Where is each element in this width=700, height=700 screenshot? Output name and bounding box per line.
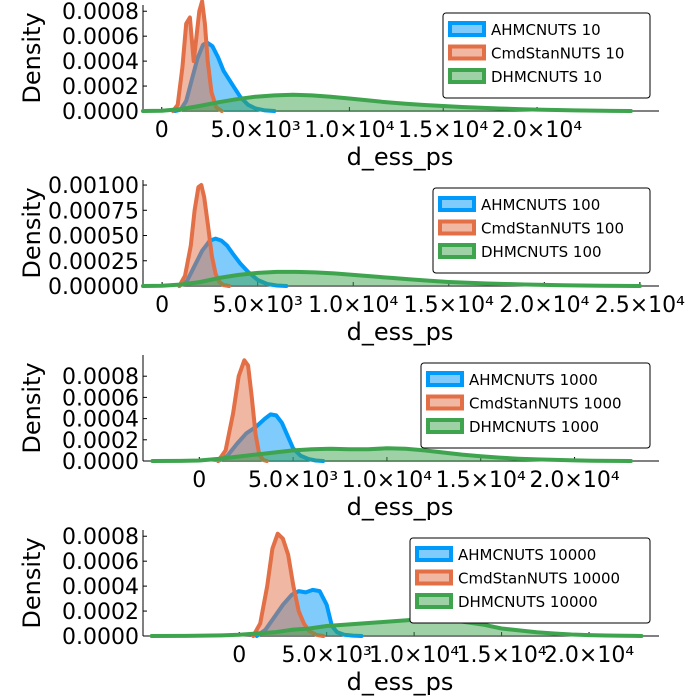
x-tick-label: 5.0×10³ <box>282 643 372 668</box>
density-line-dhmc <box>141 269 642 288</box>
legend-swatch-dhmc <box>448 68 486 84</box>
x-tick-label: 1.0×10⁴ <box>308 293 398 318</box>
x-axis-label: d_ess_ps <box>347 143 454 171</box>
legend-label-ahmc: AHMCNUTS 1000 <box>469 371 598 389</box>
x-tick-label: 2.0×10⁴ <box>492 118 582 143</box>
y-tick-label: 0.0008 <box>62 525 139 550</box>
legend-label-cmdstan: CmdStanNUTS 100 <box>481 220 624 238</box>
legend-box <box>409 537 651 624</box>
y-tick-label: 0.0004 <box>62 50 139 75</box>
legend: AHMCNUTS 1000 CmdStanNUTS 1000 DHMCNUTS 10… <box>420 362 651 449</box>
x-axis-label: d_ess_ps <box>347 493 454 521</box>
legend-swatch-cmdstan <box>448 44 486 61</box>
y-tick-label: 0.0006 <box>62 386 139 411</box>
y-tick-label: 0.0000 <box>62 625 139 650</box>
legend-box <box>442 12 651 99</box>
legend-swatch-ahmc <box>415 546 453 562</box>
y-axis-label: Density <box>18 12 46 103</box>
legend-label-cmdstan: CmdStanNUTS 1000 <box>469 395 622 413</box>
legend-swatch-dhmc <box>426 418 464 434</box>
x-tick-label: 0 <box>155 118 169 143</box>
x-tick-label: 1.0×10⁴ <box>342 468 432 493</box>
legend-label-dhmc: DHMCNUTS 10000 <box>458 593 598 611</box>
x-axis-label: d_ess_ps <box>347 318 454 346</box>
x-tick-label: 1.5×10⁴ <box>404 293 494 318</box>
legend-label-dhmc: DHMCNUTS 100 <box>481 243 602 261</box>
legend-swatch-dhmc <box>438 243 476 259</box>
density-area-cmdstan <box>253 533 324 636</box>
legend-box <box>420 362 651 449</box>
y-tick-label: 0.0000 <box>62 450 139 475</box>
x-tick-label: 0 <box>155 293 169 318</box>
x-tick-label: 5.0×10³ <box>210 118 300 143</box>
legend-swatch-ahmc <box>426 371 464 387</box>
legend-label-cmdstan: CmdStanNUTS 10 <box>491 45 624 63</box>
x-tick-label: 0 <box>192 468 206 493</box>
y-tick-label: 0.0002 <box>62 429 139 454</box>
density-line-dhmc <box>150 446 633 463</box>
y-tick-label: 0.00050 <box>48 225 139 250</box>
legend-label-ahmc: AHMCNUTS 10 <box>491 21 601 39</box>
density-area-dhmc <box>152 448 631 461</box>
x-tick-label: 1.0×10⁴ <box>304 118 394 143</box>
y-axis-label: Density <box>18 187 46 278</box>
legend: AHMCNUTS 10000 CmdStanNUTS 10000 DHMCNUTS … <box>409 537 651 624</box>
y-tick-label: 0.00075 <box>48 199 139 224</box>
x-tick-label: 2.0×10⁴ <box>529 468 619 493</box>
legend-label-ahmc: AHMCNUTS 10000 <box>458 546 596 564</box>
y-tick-label: 0.0006 <box>62 550 139 575</box>
legend-swatch-dhmc <box>415 593 453 609</box>
legend: AHMCNUTS 10 CmdStanNUTS 10 DHMCNUTS 10 <box>442 12 651 99</box>
x-tick-label: 0 <box>232 643 246 668</box>
x-tick-label: 5.0×10³ <box>248 468 338 493</box>
y-tick-label: 0.0004 <box>62 575 139 600</box>
y-tick-label: 0.0006 <box>62 25 139 50</box>
x-tick-label: 5.0×10³ <box>213 293 303 318</box>
density-area-cmdstan <box>179 185 229 286</box>
y-tick-label: 0.0000 <box>62 100 139 125</box>
legend-label-dhmc: DHMCNUTS 10 <box>491 68 602 86</box>
legend-swatch-ahmc <box>448 21 486 37</box>
legend: AHMCNUTS 100 CmdStanNUTS 100 DHMCNUTS 100 <box>432 187 651 274</box>
y-tick-label: 0.0008 <box>62 365 139 390</box>
legend-swatch-cmdstan <box>438 219 476 236</box>
y-tick-label: 0.0004 <box>62 408 139 433</box>
legend-label-ahmc: AHMCNUTS 100 <box>481 196 600 214</box>
legend-label-cmdstan: CmdStanNUTS 10000 <box>458 570 620 588</box>
x-tick-label: 2.0×10⁴ <box>499 293 589 318</box>
x-tick-label: 1.5×10⁴ <box>456 643 546 668</box>
y-tick-label: 0.00100 <box>48 174 139 199</box>
legend-box <box>432 187 651 274</box>
legend-swatch-cmdstan <box>415 569 453 586</box>
y-axis-label: Density <box>18 362 46 453</box>
x-tick-label: 1.5×10⁴ <box>398 118 488 143</box>
legend-swatch-cmdstan <box>426 394 464 411</box>
x-tick-label: 1.0×10⁴ <box>369 643 459 668</box>
x-axis-label: d_ess_ps <box>347 668 454 696</box>
y-tick-label: 0.00025 <box>48 250 139 275</box>
y-tick-label: 0.0002 <box>62 75 139 100</box>
density-line-dhmc <box>141 92 633 113</box>
y-tick-label: 0.0008 <box>62 0 139 25</box>
density-line-cmdstan <box>171 0 224 113</box>
x-tick-label: 2.0×10⁴ <box>544 643 634 668</box>
y-axis-label: Density <box>18 537 46 628</box>
y-tick-label: 0.00000 <box>48 275 139 300</box>
x-tick-label: 2.5×10⁴ <box>595 293 685 318</box>
legend-swatch-ahmc <box>438 196 476 212</box>
x-tick-label: 1.5×10⁴ <box>436 468 526 493</box>
legend-label-dhmc: DHMCNUTS 1000 <box>469 418 599 436</box>
y-tick-label: 0.0002 <box>62 600 139 625</box>
